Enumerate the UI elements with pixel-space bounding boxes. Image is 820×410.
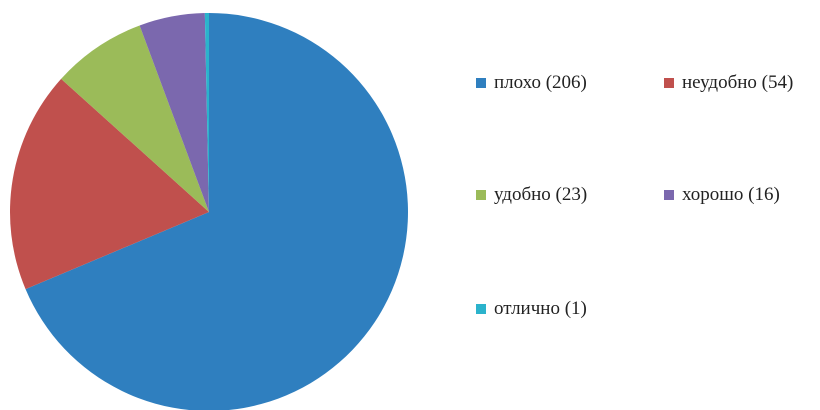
- pie-slice-khorosho: [139, 13, 209, 213]
- pie-slice-otlichno: [204, 12, 209, 212]
- pie-slice-neudobno: [9, 78, 209, 290]
- pie-slice-plokho: [25, 13, 408, 410]
- pie-slice-udobno: [61, 25, 209, 213]
